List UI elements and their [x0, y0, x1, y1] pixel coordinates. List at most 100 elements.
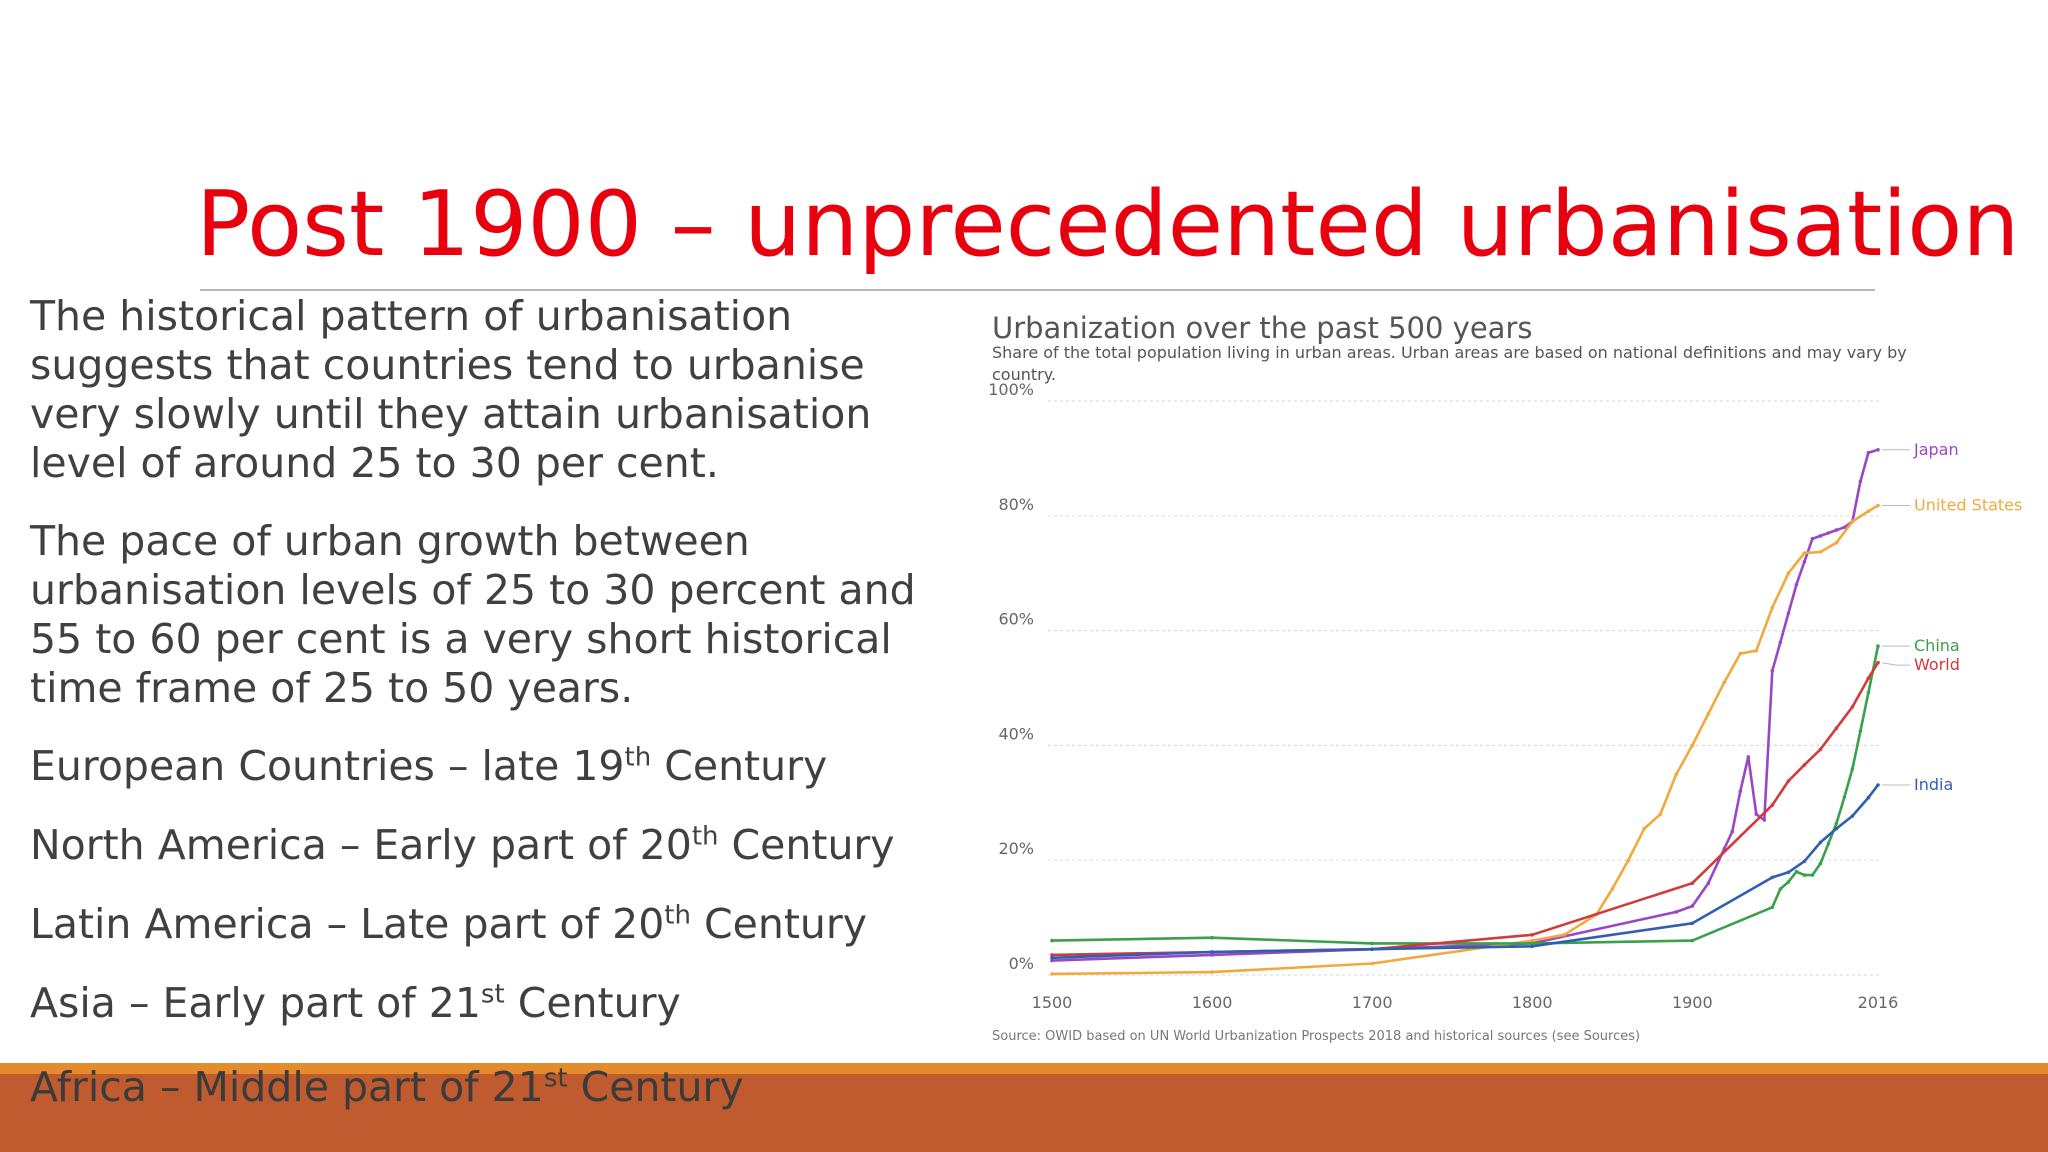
data-point: [1754, 648, 1759, 653]
y-tick-label: 60%: [998, 610, 1034, 629]
era-tail: Century: [504, 979, 681, 1027]
era-text: European Countries – late 19: [30, 742, 625, 790]
data-point: [1730, 829, 1735, 834]
data-point: [1050, 953, 1054, 957]
data-point: [1842, 525, 1847, 530]
data-point: [1370, 947, 1374, 951]
data-point: [1834, 826, 1839, 831]
data-point: [1690, 938, 1695, 943]
data-point: [1834, 821, 1839, 826]
y-tick-label: 20%: [998, 839, 1034, 858]
y-tick-label: 100%: [988, 380, 1034, 399]
data-point: [1834, 528, 1839, 532]
era-ordinal: th: [624, 742, 652, 773]
paragraph-pace-of-growth: The pace of urban growth between urbanis…: [30, 517, 916, 712]
x-tick-label: 1900: [1672, 993, 1713, 1012]
data-point: [1794, 869, 1799, 874]
data-point: [1802, 873, 1807, 877]
data-point: [1834, 541, 1839, 545]
data-point: [1706, 712, 1711, 716]
era-tail: Century: [567, 1063, 744, 1111]
chart-subtitle-continued: country.: [992, 365, 1056, 384]
data-point: [1876, 783, 1880, 787]
title-divider: [200, 289, 1875, 291]
data-point: [1210, 950, 1214, 954]
data-point: [1778, 640, 1783, 644]
data-point: [1876, 660, 1880, 665]
data-point: [1690, 881, 1695, 885]
x-tick-label: 1500: [1032, 993, 1073, 1012]
era-ordinal: th: [664, 900, 691, 931]
data-point: [1738, 651, 1743, 656]
data-point: [1850, 519, 1855, 524]
data-point: [1802, 551, 1807, 555]
data-point: [1530, 933, 1534, 937]
data-point: [1786, 571, 1791, 575]
era-text: North America – Early part of 20: [30, 821, 692, 869]
era-text: Asia – Early part of 21: [30, 979, 481, 1027]
data-point: [1690, 904, 1695, 908]
data-point: [1794, 582, 1799, 587]
data-point: [1754, 812, 1759, 817]
legend-label-china: China: [1914, 636, 1960, 655]
data-point: [1802, 859, 1807, 864]
data-point: [1826, 841, 1831, 846]
data-point: [1850, 767, 1855, 771]
era-asia: Asia – Early part of 21st Century: [30, 979, 950, 1028]
data-point: [1786, 870, 1791, 875]
data-point: [1674, 772, 1679, 776]
data-point: [1858, 729, 1863, 733]
x-tick-label: 1700: [1352, 993, 1393, 1012]
y-tick-label: 40%: [998, 724, 1034, 743]
data-point: [1786, 880, 1791, 884]
legend-label-world: World: [1914, 655, 1960, 674]
legend-label-united-states: United States: [1914, 495, 2022, 514]
y-tick-label: 80%: [998, 495, 1034, 514]
legend-label-india: India: [1914, 775, 1953, 794]
body-text-continued: Africa – Middle part of 21st Century: [30, 1063, 950, 1142]
series-line-india: [1051, 784, 1880, 960]
data-point: [1738, 789, 1743, 794]
data-point: [1778, 887, 1783, 891]
data-point: [1690, 921, 1695, 926]
data-point: [1818, 747, 1823, 752]
x-tick-label: 2016: [1858, 993, 1899, 1012]
data-point: [1642, 826, 1647, 831]
data-point: [1770, 905, 1775, 910]
era-europe: European Countries – late 19th Century: [30, 742, 950, 791]
data-point: [1050, 938, 1054, 943]
data-point: [1850, 814, 1855, 818]
data-point: [1770, 875, 1775, 880]
data-point: [1562, 933, 1566, 937]
data-point: [1866, 690, 1871, 695]
data-point: [1210, 935, 1214, 940]
legend-leader-line: [1881, 662, 1910, 666]
data-point: [1674, 910, 1679, 914]
data-point: [1810, 537, 1815, 541]
era-ordinal: st: [543, 1063, 568, 1094]
data-point: [1818, 861, 1823, 866]
data-point: [1746, 755, 1751, 759]
data-point: [1770, 803, 1775, 807]
era-ordinal: th: [691, 821, 719, 852]
series-line-japan: [1051, 448, 1879, 962]
era-africa: Africa – Middle part of 21st Century: [30, 1063, 950, 1112]
data-point: [1866, 450, 1871, 455]
data-point: [1050, 958, 1054, 963]
data-point: [1610, 887, 1615, 891]
data-point: [1818, 840, 1823, 845]
data-point: [1370, 941, 1374, 946]
y-tick-label: 0%: [1009, 954, 1034, 973]
data-point: [1722, 680, 1727, 685]
data-point: [1876, 503, 1880, 508]
series-line-world: [1051, 662, 1880, 957]
x-tick-label: 1800: [1512, 993, 1553, 1012]
chart-gridlines: [1048, 400, 1882, 976]
chart-source: Source: OWID based on UN World Urbanizat…: [992, 1029, 1640, 1044]
data-point: [1818, 550, 1823, 554]
data-point: [1876, 448, 1880, 452]
chart-series: [1050, 448, 1880, 976]
data-point: [1706, 881, 1711, 885]
data-point: [1786, 611, 1791, 616]
chart-subtitle: Share of the total population living in …: [992, 343, 1907, 362]
